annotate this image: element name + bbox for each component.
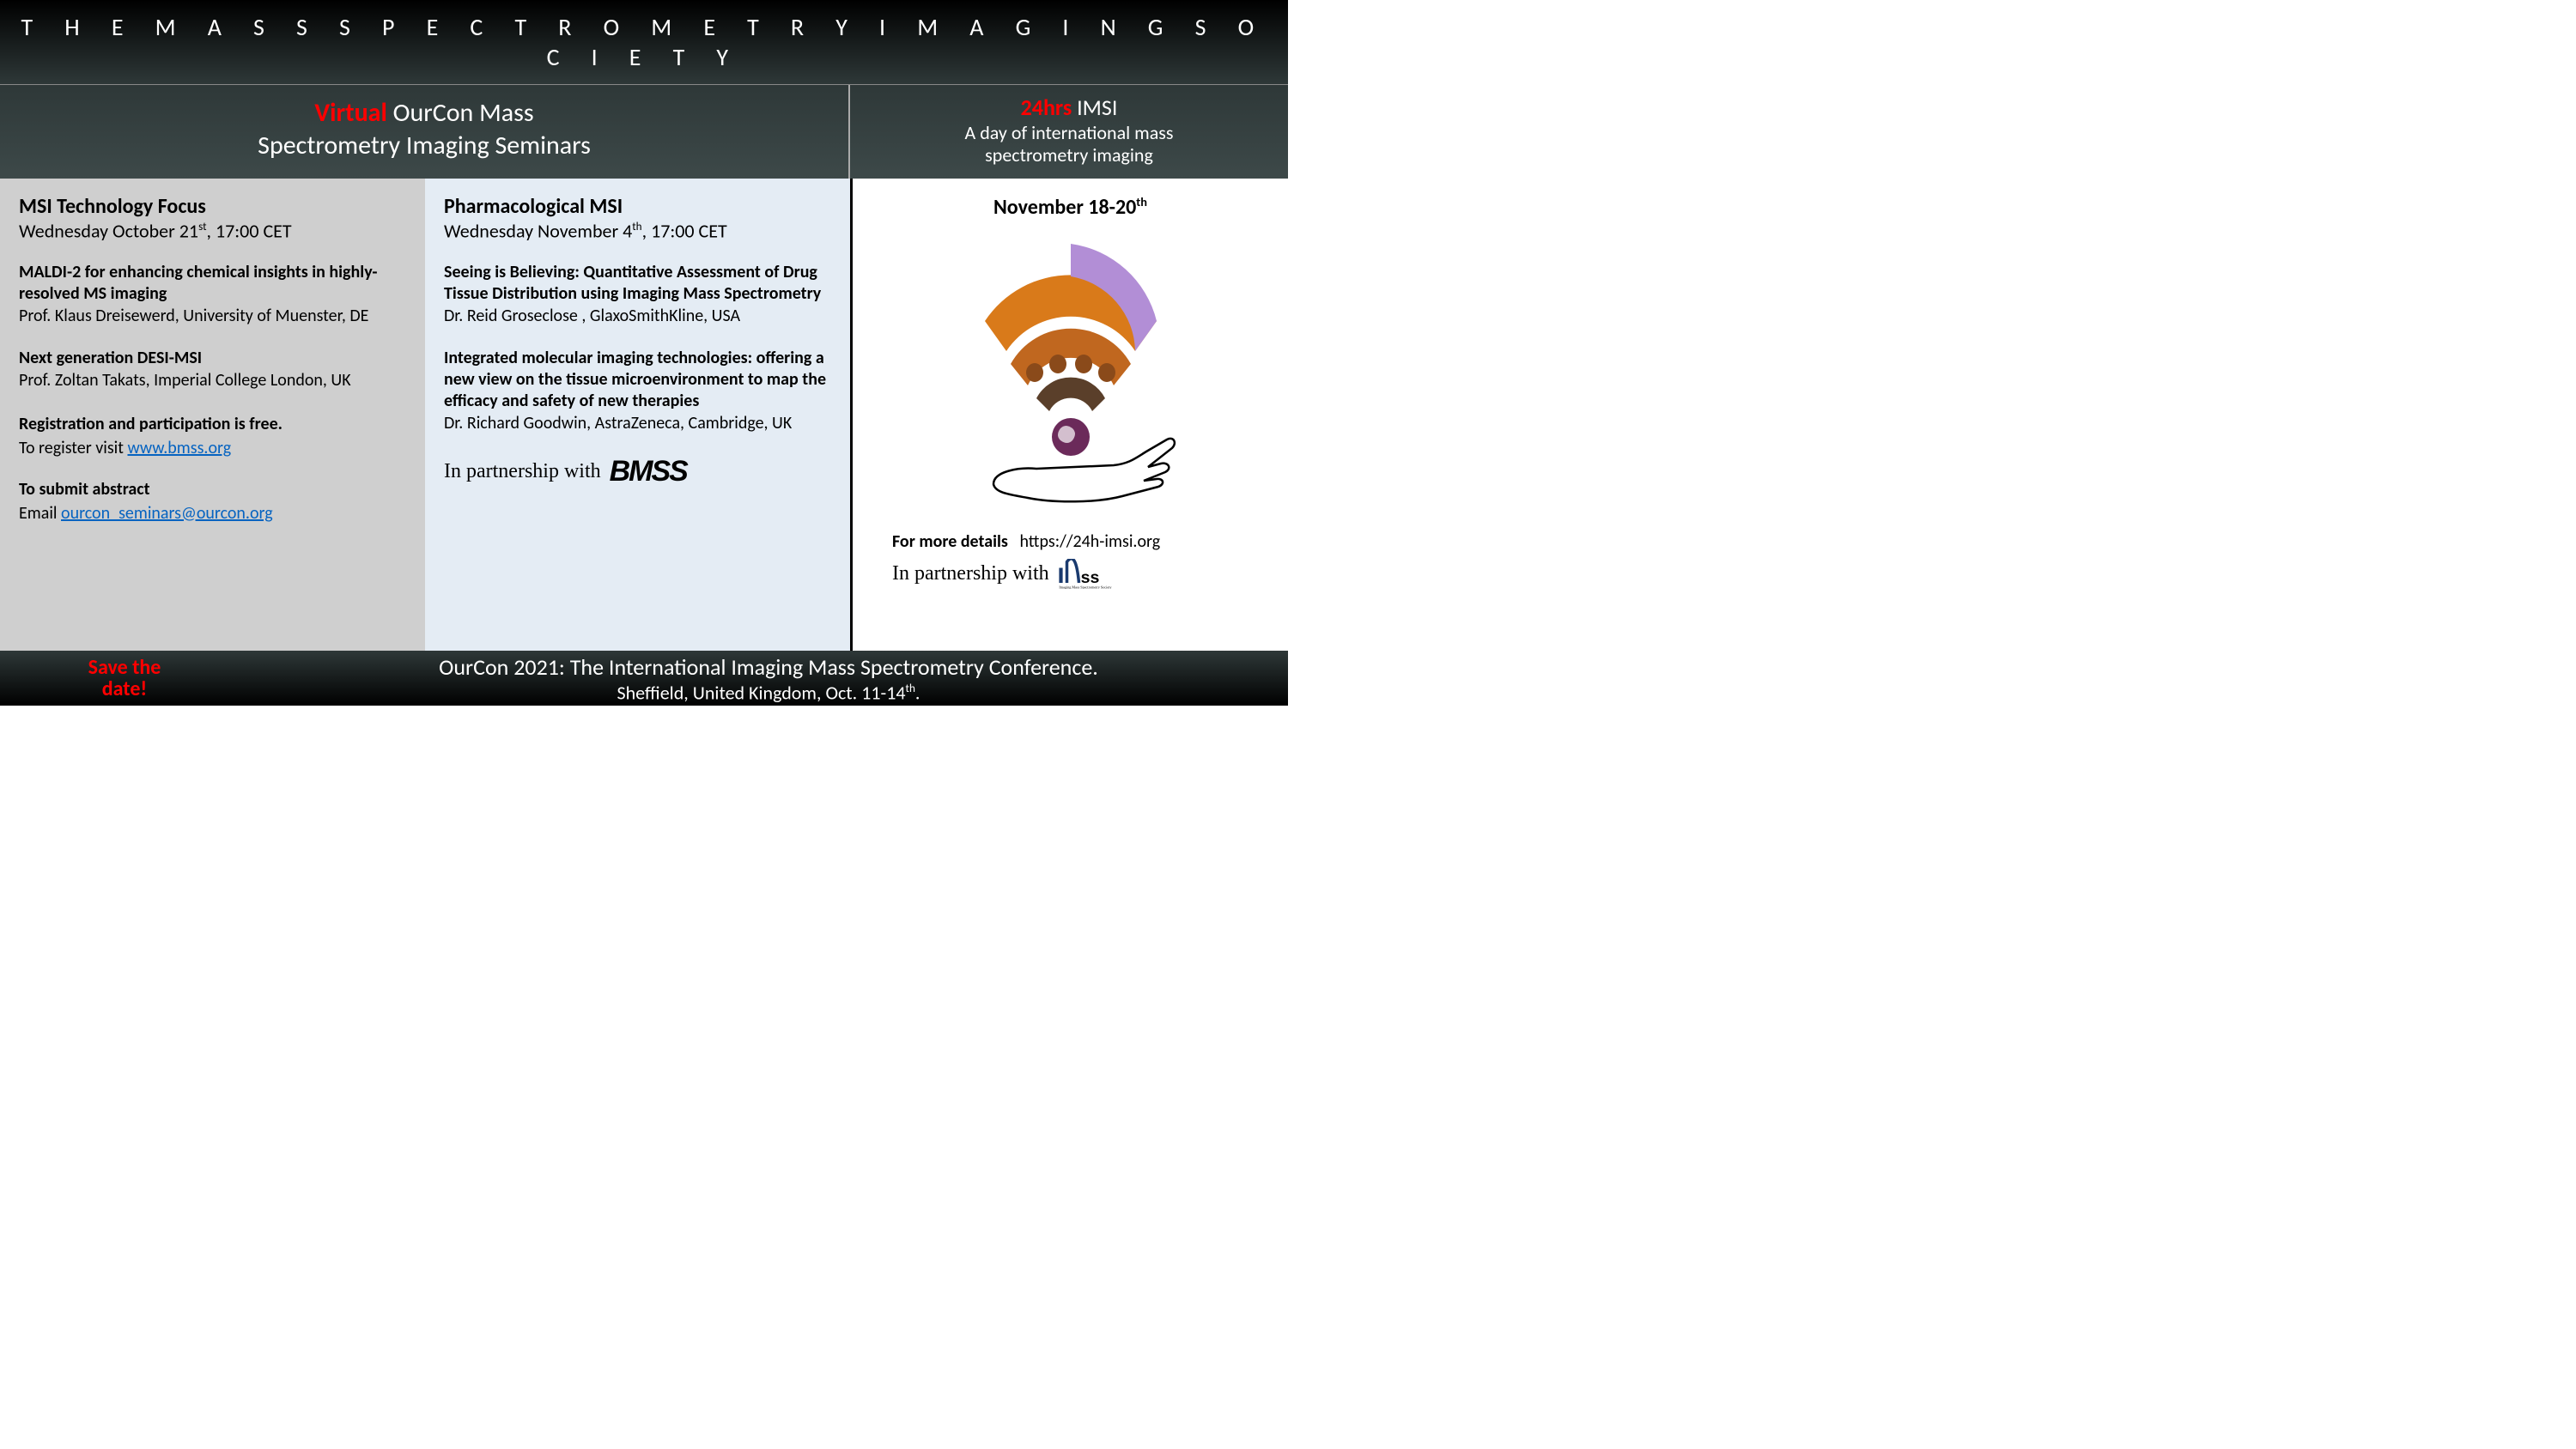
column-pharma: Pharmacological MSI Wednesday November 4…: [425, 179, 850, 651]
col3-date-pre: November 18-20: [993, 195, 1136, 220]
col2-heading: Pharmacological MSI: [444, 194, 831, 219]
footer-l2-sup: th: [906, 681, 915, 695]
talk-title: Integrated molecular imaging technologie…: [444, 348, 831, 412]
footer-l2-post: .: [915, 681, 920, 704]
more-label: For more details: [892, 531, 1008, 552]
talk-speaker: Dr. Richard Goodwin, AstraZeneca, Cambri…: [444, 412, 831, 434]
content-columns: MSI Technology Focus Wednesday October 2…: [0, 179, 1288, 651]
footer-banner: Save the date! OurCon 2021: The Internat…: [0, 651, 1288, 706]
imsi-tag1: A day of international mass: [850, 122, 1288, 144]
col1-date-pre: Wednesday October 21: [19, 220, 198, 243]
col1-heading: MSI Technology Focus: [19, 194, 406, 219]
col2-talk2: Integrated molecular imaging technologie…: [444, 348, 831, 434]
footer-l2-pre: Sheffield, United Kingdom, Oct. 11-14: [617, 681, 906, 704]
partnership-bmss: In partnership with BMSS: [444, 455, 831, 488]
reg-link[interactable]: www.bmss.org: [127, 438, 231, 458]
reg-bold: Registration and participation is free.: [19, 414, 283, 434]
abs-bold: To submit abstract: [19, 479, 150, 500]
imsi-heading: 24hrs IMSI A day of international mass s…: [850, 85, 1288, 179]
col2-date-pre: Wednesday November 4: [444, 220, 632, 243]
col1-talk2: Next generation DESI-MSI Prof. Zoltan Ta…: [19, 348, 406, 391]
abs-text: Email: [19, 503, 61, 524]
imss-logo-icon: ss Imaging Mass Spectrometry Society: [1058, 559, 1118, 589]
ourcon-rest: OurCon Mass: [387, 97, 534, 129]
partner-text: In partnership with: [444, 460, 601, 483]
abs-link[interactable]: ourcon_seminars@ourcon.org: [61, 503, 273, 524]
imsi-word: IMSI: [1072, 94, 1117, 121]
imsi-tag2: spectrometry imaging: [850, 144, 1288, 167]
virtual-word: Virtual: [314, 97, 386, 129]
more-url: https://24h-imsi.org: [1019, 531, 1160, 552]
more-details: For more details https://24h-imsi.org: [892, 531, 1269, 552]
col1-date-post: , 17:00 CET: [207, 220, 292, 243]
col1-date-sup: st: [198, 219, 206, 233]
save-the-date: Save the date!: [0, 657, 249, 700]
col3-date-sup: th: [1136, 194, 1147, 209]
col2-date-sup: th: [632, 219, 641, 233]
talk-title: MALDI-2 for enhancing chemical insights …: [19, 262, 406, 305]
footer-line1: OurCon 2021: The International Imaging M…: [249, 653, 1288, 681]
talk-speaker: Dr. Reid Groseclose , GlaxoSmithKline, U…: [444, 305, 831, 327]
subheader: Virtual OurCon Mass Spectrometry Imaging…: [0, 85, 1288, 179]
talk-speaker: Prof. Klaus Dreisewerd, University of Mu…: [19, 305, 406, 327]
seminars-heading: Virtual OurCon Mass Spectrometry Imaging…: [0, 85, 850, 179]
col1-date: Wednesday October 21st, 17:00 CET: [19, 219, 406, 242]
abstract-info: To submit abstract Email ourcon_seminars…: [19, 477, 406, 525]
registration-info: Registration and participation is free. …: [19, 412, 406, 460]
save-l2: date!: [102, 676, 147, 701]
col2-talk1: Seeing is Believing: Quantitative Assess…: [444, 262, 831, 327]
society-banner: T H E M A S S S P E C T R O M E T R Y I …: [0, 0, 1288, 85]
col2-date-post: , 17:00 CET: [642, 220, 727, 243]
footer-main: OurCon 2021: The International Imaging M…: [249, 653, 1288, 704]
imsi-hrs: 24hrs: [1021, 94, 1072, 121]
talk-title: Next generation DESI-MSI: [19, 348, 406, 369]
col1-talk1: MALDI-2 for enhancing chemical insights …: [19, 262, 406, 327]
wifi-hand-icon: [942, 227, 1200, 518]
column-tech-focus: MSI Technology Focus Wednesday October 2…: [0, 179, 425, 651]
seminars-line2: Spectrometry Imaging Seminars: [258, 130, 591, 161]
talk-title: Seeing is Believing: Quantitative Assess…: [444, 262, 831, 305]
talk-speaker: Prof. Zoltan Takats, Imperial College Lo…: [19, 369, 406, 391]
imsi-logo-art: [872, 227, 1269, 523]
society-name: T H E M A S S S P E C T R O M E T R Y I …: [21, 12, 1267, 72]
footer-line2: Sheffield, United Kingdom, Oct. 11-14th.: [249, 681, 1288, 704]
partnership-imss: In partnership with ss Imaging Mass Spec…: [892, 559, 1269, 589]
col2-date: Wednesday November 4th, 17:00 CET: [444, 219, 831, 242]
reg-text: To register visit: [19, 438, 127, 458]
partner-text: In partnership with: [892, 562, 1049, 585]
svg-text:Imaging Mass Spectrometry Soci: Imaging Mass Spectrometry Society: [1059, 585, 1112, 590]
bmss-logo-icon: BMSS: [610, 455, 687, 488]
col3-date: November 18-20th: [872, 194, 1269, 220]
column-imsi: November 18-20th For more details https:…: [850, 179, 1288, 651]
